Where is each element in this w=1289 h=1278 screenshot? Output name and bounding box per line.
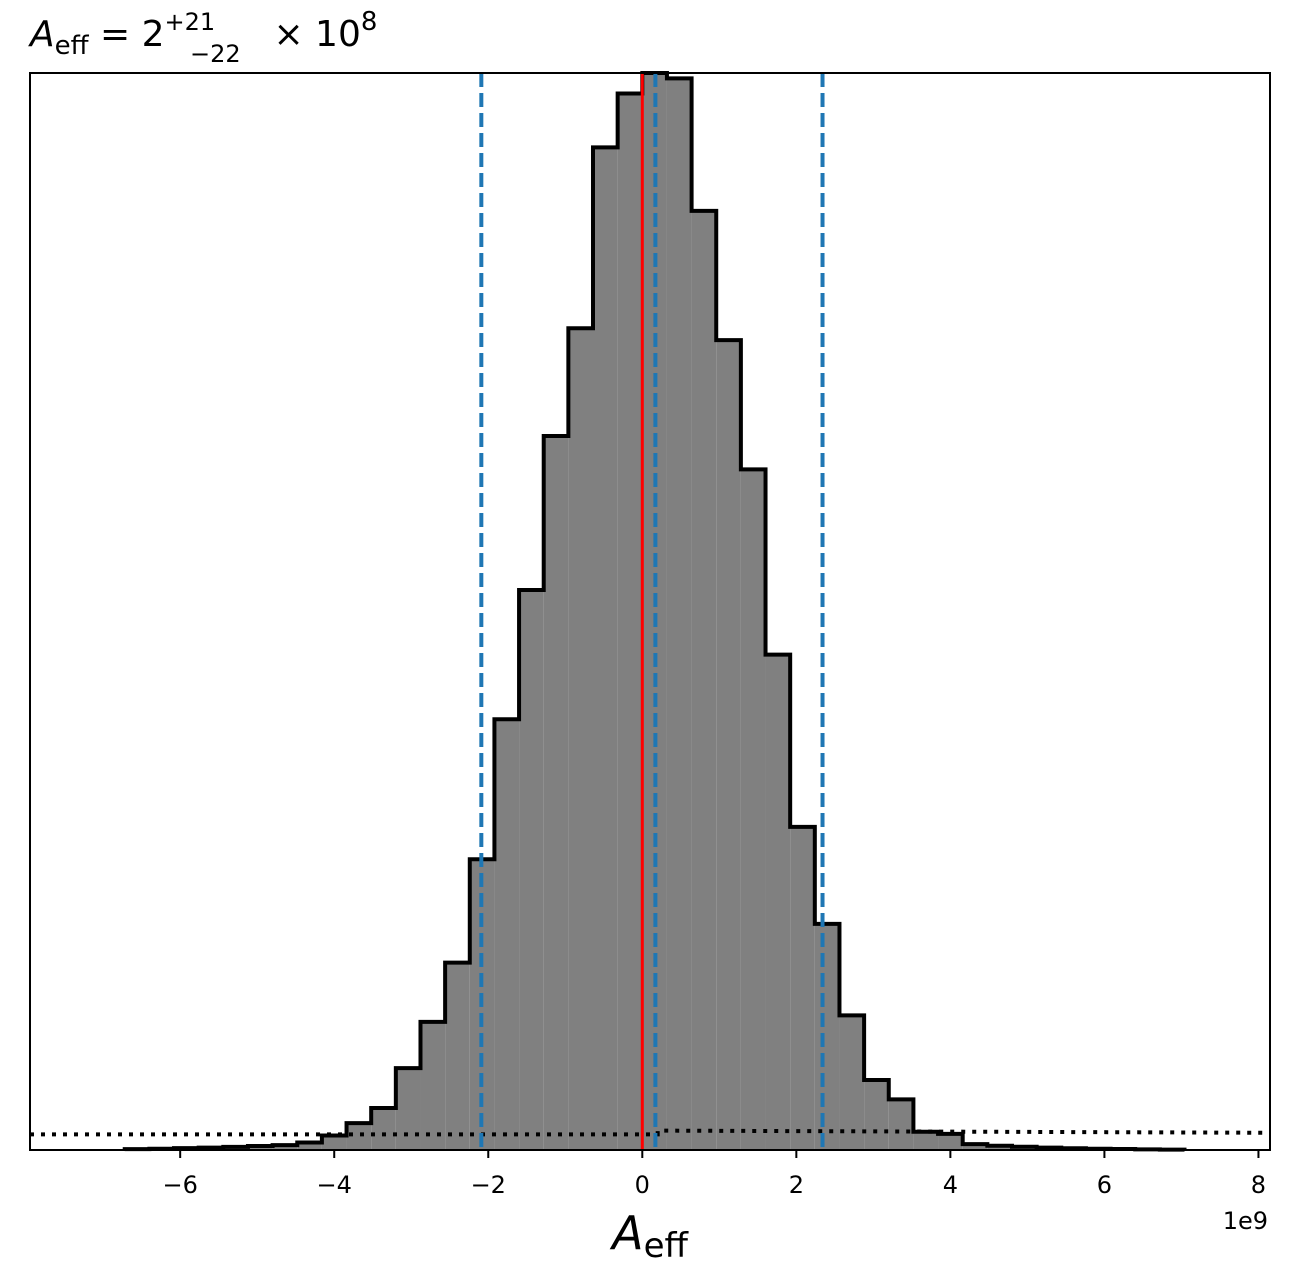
histogram-bin [691,210,717,1150]
histogram-bin [938,1133,963,1150]
histogram-bin [272,1145,298,1150]
histogram-bin [321,1135,347,1150]
reference-lines [30,73,1271,1150]
x-tick-label: 6 [1097,1171,1112,1199]
histogram-bin [962,1144,988,1150]
xlabel-symbol: A [609,1206,643,1260]
histogram-bin [666,78,692,1150]
histogram-bin [839,1015,865,1150]
xlabel-symbol-sub: eff [644,1226,690,1266]
title-times: × 10 [262,14,361,55]
x-tick-label: 0 [635,1171,650,1199]
title-sup: +21 [165,8,216,36]
histogram-bin [568,328,594,1150]
title-symbol: A [28,14,55,55]
chart-title: Aeff = 2+21 −22 × 108 [28,7,377,68]
histogram-bin [790,826,815,1150]
histogram-bin [617,93,643,1150]
x-offset-label: 1e9 [1223,1207,1268,1235]
histogram-bin [913,1131,939,1150]
histogram-bin [445,962,470,1150]
histogram-bin [494,719,520,1150]
histogram-bins [122,71,1187,1152]
histogram-bin [864,1079,889,1150]
histogram-bin [593,147,618,1151]
histogram-bin [814,923,840,1150]
histogram-bin [371,1107,396,1150]
x-tick-label: 8 [1251,1171,1266,1199]
x-tick-label: −4 [317,1171,352,1199]
x-axis-label: Aeff [609,1206,689,1266]
histogram-bin [765,654,791,1150]
histogram-bin [888,1099,914,1150]
histogram-bin [716,340,741,1150]
x-tick-label: −6 [162,1171,197,1199]
histogram-bin [642,73,667,1150]
x-tick-label: 2 [789,1171,804,1199]
x-tick-label: −2 [471,1171,506,1199]
title-symbol-sub: eff [55,31,90,61]
histogram-bin [740,469,766,1150]
histogram-bin [420,1021,446,1150]
x-tick-label: 4 [943,1171,958,1199]
title-equals: = 2 [89,14,165,55]
title-sub: −22 [190,40,241,68]
title-power: 8 [361,7,378,37]
histogram-bin [346,1123,372,1150]
histogram-bin [519,589,544,1150]
histogram-bin [297,1142,322,1150]
histogram-bin [395,1068,421,1150]
x-axis-ticks: −6 −4 −2 0 2 4 6 8 [162,1150,1266,1199]
histogram-bin [987,1145,1012,1150]
axes-frame [29,72,1271,1151]
prior-dotted-line [30,1128,1271,1137]
histogram-bin [543,435,569,1151]
